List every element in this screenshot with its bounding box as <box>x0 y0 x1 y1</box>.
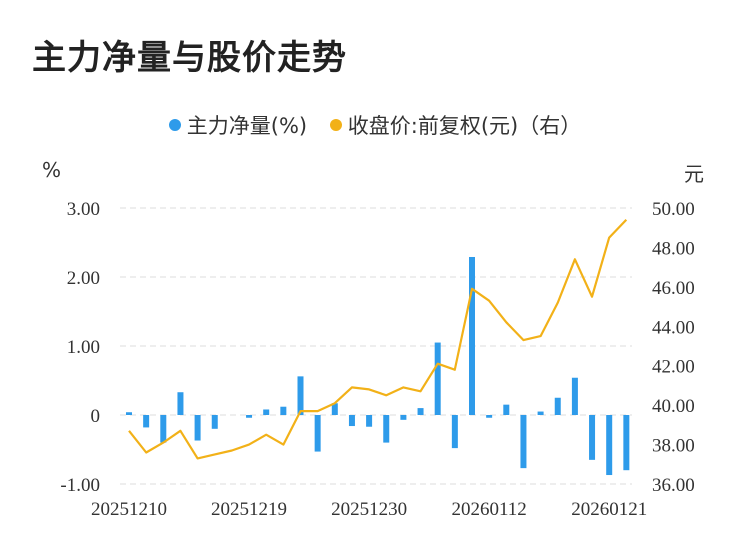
legend-item-net-volume[interactable]: 主力净量(%) <box>168 110 308 140</box>
legend-dot-close-price <box>329 119 342 131</box>
chart-title: 主力净量与股价走势 <box>32 38 347 78</box>
y-right-tick-label: 36.00 <box>652 475 695 496</box>
y-right-tick-label: 48.00 <box>652 238 695 259</box>
y-right-tick-label: 42.00 <box>652 357 695 378</box>
bar <box>451 415 458 449</box>
legend-dot-net-volume <box>168 119 181 131</box>
bar <box>126 412 132 415</box>
bar <box>143 415 150 428</box>
bar <box>246 415 253 418</box>
x-tick-label: 20251210 <box>91 499 167 520</box>
bar <box>417 408 424 415</box>
right-axis-unit: 元 <box>684 162 704 186</box>
bar <box>469 256 475 415</box>
x-tick-label: 20251230 <box>331 499 407 520</box>
bar <box>503 404 510 415</box>
bar <box>623 415 630 471</box>
bar <box>314 415 321 452</box>
bar <box>383 415 390 443</box>
legend-item-close-price[interactable]: 收盘价:前复权(元)（右） <box>329 110 582 140</box>
y-right-tick-label: 40.00 <box>652 396 695 417</box>
y-right-tick-label: 38.00 <box>652 436 695 457</box>
bar <box>280 406 287 415</box>
legend-label-close-price: 收盘价:前复权(元)（右） <box>347 114 582 138</box>
bar <box>589 415 596 460</box>
y-right-tick-label: 46.00 <box>652 278 695 299</box>
bar <box>348 415 355 427</box>
x-tick-label: 20260121 <box>571 499 647 520</box>
legend-label-net-volume: 主力净量(%) <box>186 114 308 138</box>
bar <box>400 415 407 420</box>
y-left-tick-label: 2.00 <box>67 268 100 289</box>
bar <box>520 415 527 469</box>
bar <box>486 415 493 418</box>
bar <box>297 376 304 415</box>
legend: 主力净量(%) 收盘价:前复权(元)（右） <box>0 110 750 140</box>
x-tick-label: 20251219 <box>211 499 287 520</box>
bar <box>211 415 218 429</box>
bar <box>177 392 184 415</box>
left-axis-unit: % <box>42 158 62 182</box>
y-left-tick-label: 0 <box>91 406 101 427</box>
bar <box>160 415 167 443</box>
bar <box>554 397 561 415</box>
bar <box>434 342 441 415</box>
y-left-tick-label: -1.00 <box>60 475 100 496</box>
bar <box>263 409 270 415</box>
x-tick-label: 20260112 <box>452 499 527 520</box>
bar <box>571 377 578 415</box>
bar <box>194 415 201 441</box>
y-right-tick-label: 44.00 <box>652 317 695 338</box>
y-left-tick-label: 1.00 <box>67 337 100 358</box>
bar <box>606 415 613 476</box>
bar <box>331 403 338 415</box>
y-right-tick-label: 50.00 <box>652 199 695 220</box>
bar <box>366 415 373 427</box>
bar <box>537 411 544 415</box>
y-left-tick-label: 3.00 <box>67 199 100 220</box>
price-line <box>128 219 628 460</box>
